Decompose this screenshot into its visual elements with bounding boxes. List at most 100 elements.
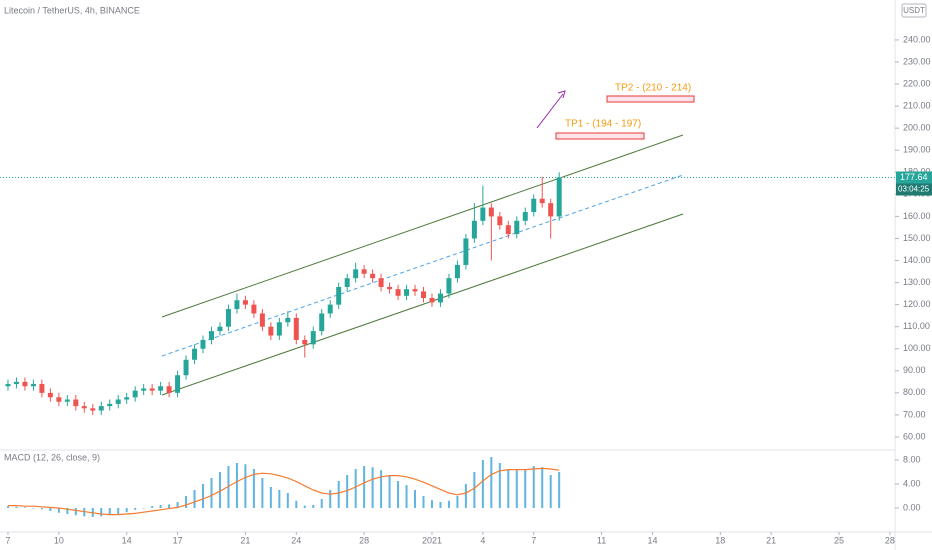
macd-bar — [134, 507, 137, 510]
candle-body — [175, 375, 181, 393]
macd-bar — [473, 472, 476, 508]
currency-badge[interactable] — [901, 3, 927, 18]
x-tick-label: 25 — [834, 535, 844, 545]
candle-body — [124, 397, 130, 400]
macd-bar — [252, 469, 255, 508]
candle-body — [285, 317, 291, 323]
y-tick-label: 140.00 — [903, 255, 931, 265]
candle-body — [361, 269, 367, 274]
macd-bar — [363, 466, 366, 508]
macd-bar — [32, 507, 35, 509]
macd-bar — [439, 501, 442, 508]
candle-body — [259, 313, 265, 327]
y-tick-label: 230.00 — [903, 56, 931, 66]
candle-body — [234, 300, 240, 310]
x-tick-label: 7 — [531, 535, 536, 545]
candle-body — [107, 403, 113, 407]
x-tick-label: 24 — [291, 535, 301, 545]
macd-bar — [524, 469, 527, 508]
candle-body — [463, 238, 469, 265]
candle-body — [149, 388, 155, 391]
macd-bar — [558, 472, 561, 508]
y-tick-label: 110.00 — [903, 321, 930, 331]
candle-body — [200, 339, 206, 349]
macd-title: MACD (12, 26, close, 9) — [4, 452, 100, 462]
candle-body — [73, 399, 79, 407]
macd-bar — [168, 504, 171, 508]
y-tick-label: 210.00 — [903, 100, 931, 110]
y-tick-label: 0.00 — [903, 502, 921, 512]
candle-body — [421, 291, 427, 299]
x-tick-label: 21 — [240, 535, 250, 545]
candle-body — [268, 326, 274, 336]
macd-bar — [40, 507, 43, 510]
arrow — [536, 93, 564, 129]
countdown-label: 03:04:25 — [898, 185, 930, 194]
candle-body — [192, 348, 198, 360]
x-tick-label: 2021 — [422, 535, 442, 545]
x-tick-label: 17 — [173, 535, 183, 545]
candle-body — [30, 384, 36, 387]
macd-bar — [320, 498, 323, 508]
channel-lower — [161, 213, 684, 396]
macd-bar — [117, 507, 120, 514]
candle-body — [327, 304, 333, 314]
candle-body — [412, 289, 418, 292]
macd-bar — [388, 475, 391, 508]
macd-bar — [125, 507, 128, 513]
macd-bar — [481, 460, 484, 508]
macd-bar — [422, 495, 425, 508]
candle-body — [217, 326, 223, 332]
candle-body — [319, 313, 325, 332]
candle-body — [395, 289, 401, 296]
macd-bar — [159, 504, 162, 508]
macd-bar — [244, 464, 247, 508]
channel-upper — [161, 134, 684, 318]
x-tick-label: 18 — [715, 535, 725, 545]
candle-body — [370, 273, 376, 279]
tp2-label: TP2 - (210 - 214) — [615, 83, 691, 94]
arrow-head — [557, 90, 566, 99]
y-tick-label: 4.00 — [903, 478, 921, 488]
y-tick-label: 8.00 — [903, 454, 921, 464]
tp1-box — [555, 132, 645, 140]
y-tick-label: 70.00 — [903, 409, 926, 419]
y-tick-label: 90.00 — [903, 365, 926, 375]
macd-bar — [498, 463, 501, 508]
candle-body — [429, 298, 435, 303]
macd-bar — [354, 469, 357, 508]
macd-bar — [490, 457, 493, 508]
x-tick-label: 11 — [597, 535, 606, 545]
macd-bar — [295, 500, 298, 508]
macd-bar — [218, 472, 221, 508]
macd-bar — [430, 500, 433, 508]
last-price-box — [896, 171, 932, 184]
candle-body — [505, 225, 511, 235]
candle-body — [13, 381, 19, 385]
macd-bar — [108, 507, 111, 516]
currency-label: USDT — [903, 6, 925, 15]
candle-body — [302, 339, 308, 345]
y-tick-label: 130.00 — [903, 277, 931, 287]
candle-body — [225, 309, 231, 327]
x-tick-label: 14 — [122, 535, 132, 545]
macd-bar — [397, 481, 400, 508]
candle-body — [471, 220, 477, 239]
y-tick-label: 60.00 — [903, 431, 926, 441]
y-tick-label: 80.00 — [903, 387, 926, 397]
macd-bar — [312, 504, 315, 508]
candle-body — [56, 397, 62, 402]
countdown-box — [896, 183, 932, 196]
macd-bar — [176, 501, 179, 508]
signal-line — [7, 467, 560, 516]
candle-body — [208, 331, 214, 340]
macd-bar — [6, 506, 9, 508]
candle-body — [437, 293, 443, 303]
candle-body — [81, 406, 87, 409]
macd-bar — [202, 484, 205, 508]
macd-bar — [329, 490, 332, 508]
candle-body — [276, 322, 282, 336]
macd-bar — [464, 484, 467, 508]
macd-bar — [74, 507, 77, 516]
